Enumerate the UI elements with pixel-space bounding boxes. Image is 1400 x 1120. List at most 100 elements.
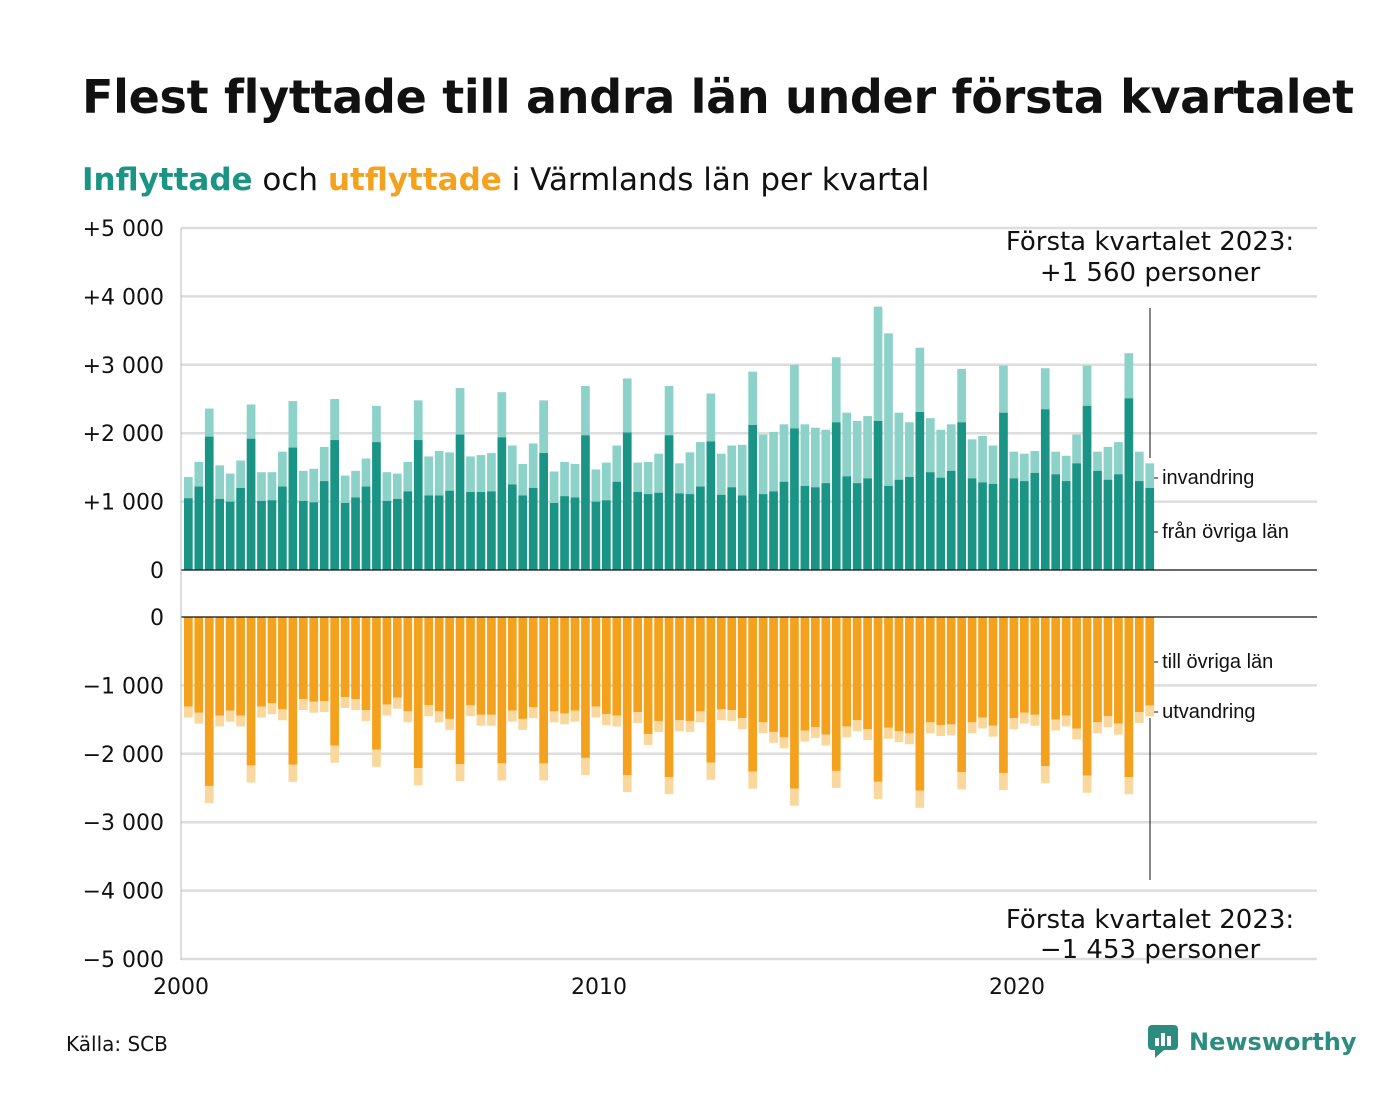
bar-invandring [779, 424, 789, 482]
bar-inflyttade-ovriga-lan [612, 481, 622, 570]
bar-invandring [957, 368, 966, 423]
bar-utvandring [330, 745, 339, 763]
bar-utflyttade-ovriga-lan [225, 617, 235, 711]
bar-utvandring [1114, 723, 1123, 735]
bar-inflyttade-ovriga-lan [455, 434, 465, 570]
bar-utflyttade-ovriga-lan [215, 617, 225, 716]
bar-utvandring [1124, 777, 1134, 795]
bar-utvandring [664, 777, 674, 795]
bar-utvandring [497, 763, 507, 781]
bar-inflyttade-ovriga-lan [393, 498, 402, 570]
bar-utflyttade-ovriga-lan [413, 617, 423, 769]
bar-utflyttade-ovriga-lan [1020, 617, 1029, 713]
bar-inflyttade-ovriga-lan [696, 486, 705, 570]
bar-utflyttade-ovriga-lan [654, 617, 663, 721]
bar-inflyttade-ovriga-lan [1061, 481, 1071, 570]
bar-utvandring [319, 701, 329, 713]
bar-utflyttade-ovriga-lan [204, 617, 214, 786]
bar-utvandring [811, 727, 820, 739]
bar-utvandring [831, 770, 841, 788]
bar-utflyttade-ovriga-lan [769, 617, 778, 732]
bar-utvandring [1009, 718, 1019, 730]
bar-inflyttade-ovriga-lan [298, 500, 308, 570]
bar-inflyttade-ovriga-lan [863, 478, 872, 570]
label-fran-ovriga-lan: från övriga län [1162, 521, 1289, 543]
bar-inflyttade-ovriga-lan [424, 495, 434, 570]
bar-inflyttade-ovriga-lan [351, 497, 360, 570]
bar-inflyttade-ovriga-lan [445, 490, 454, 570]
bar-utvandring [1093, 722, 1102, 734]
bar-inflyttade-ovriga-lan [215, 498, 225, 570]
bar-utvandring [340, 697, 350, 708]
bar-invandring [393, 473, 402, 499]
bar-invandring [1040, 368, 1050, 410]
bar-inflyttade-ovriga-lan [988, 483, 998, 570]
bar-utflyttade-ovriga-lan [319, 617, 329, 702]
bar-utvandring [455, 764, 465, 782]
bar-invandring [769, 431, 778, 492]
bar-utvandring [466, 705, 475, 717]
gridlines [181, 226, 1317, 961]
bar-inflyttade-ovriga-lan [194, 486, 204, 570]
bar-utflyttade-ovriga-lan [790, 617, 799, 789]
bar-invandring [581, 386, 590, 436]
bar-inflyttade-ovriga-lan [1103, 479, 1113, 570]
bar-utvandring [800, 730, 810, 742]
bar-utflyttade-ovriga-lan [821, 617, 831, 735]
y-tick-label: +5 000 [83, 217, 164, 242]
bar-inflyttade-ovriga-lan [518, 495, 528, 570]
bar-utvandring [382, 704, 392, 716]
bar-inflyttade-ovriga-lan [591, 501, 601, 570]
bar-utflyttade-ovriga-lan [1124, 617, 1134, 778]
bar-inflyttade-ovriga-lan [434, 495, 444, 570]
bar-utflyttade-ovriga-lan [288, 617, 298, 765]
bar-inflyttade-ovriga-lan [758, 494, 768, 570]
bar-utvandring [393, 697, 402, 709]
bar-inflyttade-ovriga-lan [706, 441, 716, 570]
bar-utflyttade-ovriga-lan [298, 617, 308, 700]
bar-invandring [246, 404, 256, 439]
bar-invandring [685, 452, 695, 495]
bar-inflyttade-ovriga-lan [727, 487, 737, 570]
y-tick-label: −4 000 [83, 880, 164, 905]
bar-utflyttade-ovriga-lan [716, 617, 726, 710]
bar-inflyttade-ovriga-lan [267, 500, 277, 570]
y-tick-label: 0 [150, 606, 164, 631]
bar-utflyttade-ovriga-lan [560, 617, 569, 714]
bar-invandring [602, 462, 611, 501]
bar-utvandring [434, 711, 444, 723]
bar-utflyttade-ovriga-lan [800, 617, 810, 731]
bar-inflyttade-ovriga-lan [1051, 474, 1061, 570]
bar-inflyttade-ovriga-lan [831, 422, 841, 570]
bar-inflyttade-ovriga-lan [643, 494, 653, 570]
bar-invandring [257, 472, 266, 501]
bar-utvandring [445, 718, 454, 730]
y-tick-label: 0 [150, 559, 164, 584]
bar-utflyttade-ovriga-lan [581, 617, 590, 758]
bar-invandring [654, 453, 663, 493]
bar-inflyttade-ovriga-lan [288, 447, 298, 570]
bar-invandring [204, 408, 214, 437]
bar-utflyttade-ovriga-lan [852, 617, 862, 721]
bar-utflyttade-ovriga-lan [1040, 617, 1050, 767]
bar-utflyttade-ovriga-lan [382, 617, 392, 705]
bar-utflyttade-ovriga-lan [1030, 617, 1040, 715]
bar-inflyttade-ovriga-lan [852, 483, 862, 570]
bar-utvandring [863, 729, 872, 741]
bar-utflyttade-ovriga-lan [737, 617, 747, 719]
bar-invandring [884, 333, 893, 486]
bar-inflyttade-ovriga-lan [382, 500, 392, 570]
bar-utvandring [622, 775, 632, 793]
bar-inflyttade-ovriga-lan [204, 436, 214, 570]
bar-utflyttade-ovriga-lan [434, 617, 444, 712]
bar-utflyttade-ovriga-lan [936, 617, 946, 726]
subtitle-och: och [262, 162, 319, 198]
bar-utflyttade-ovriga-lan [476, 617, 486, 715]
bar-inflyttade-ovriga-lan [466, 492, 475, 570]
bar-utvandring [257, 706, 266, 718]
brand-logo[interactable]: Newsworthy [1147, 1024, 1357, 1060]
bar-utvandring [278, 709, 287, 721]
subtitle-utflyttade: utflyttade [327, 162, 502, 198]
bar-invandring [319, 446, 329, 482]
bar-utflyttade-ovriga-lan [1114, 617, 1123, 724]
